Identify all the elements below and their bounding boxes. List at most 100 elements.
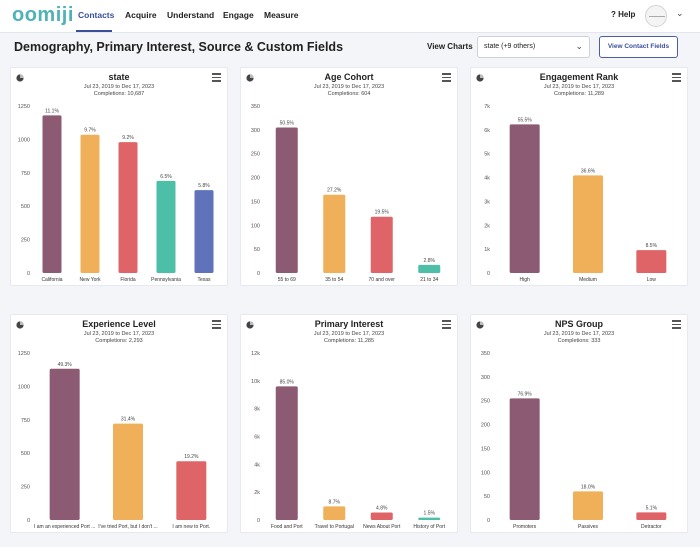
y-tick-label: 0 xyxy=(487,518,490,524)
pie-chart-icon[interactable] xyxy=(16,74,24,82)
y-tick-label: 50 xyxy=(484,494,490,500)
bar-chart: 0 250 500 750 1000 1250 49.3% I am an experienc… xyxy=(18,351,210,530)
hamburger-menu-icon[interactable] xyxy=(212,320,221,329)
help-link[interactable]: ? Help xyxy=(611,10,636,19)
bar[interactable] xyxy=(118,142,138,273)
bar-value-label: 49.3% xyxy=(58,362,73,368)
pie-chart-icon[interactable] xyxy=(246,321,254,329)
y-tick-label: 750 xyxy=(21,418,30,424)
hamburger-menu-icon[interactable] xyxy=(442,73,451,82)
bar-value-label: 8.7% xyxy=(329,499,341,505)
chart-card-nps-group: NPS Group Jul 23, 2019 to Dec 17, 2023 C… xyxy=(470,314,688,533)
x-tick-label: 35 to 54 xyxy=(325,277,343,283)
y-tick-label: 0 xyxy=(27,271,30,277)
y-tick-label: 6k xyxy=(254,435,260,441)
hamburger-menu-icon[interactable] xyxy=(212,73,221,82)
pie-chart-icon[interactable] xyxy=(16,321,24,329)
view-contact-fields-button[interactable]: View Contact Fields xyxy=(599,36,678,58)
y-tick-label: 2k xyxy=(254,490,260,496)
bar-value-label: 5.8% xyxy=(198,183,210,189)
chart-date-range: Jul 23, 2019 to Dec 17, 2023 xyxy=(543,331,615,337)
bar-value-label: 50.5% xyxy=(280,120,295,126)
chart-date-range: Jul 23, 2019 to Dec 17, 2023 xyxy=(83,84,155,90)
bar[interactable] xyxy=(80,134,100,273)
nav-contacts[interactable]: Contacts xyxy=(78,10,115,20)
x-tick-label: Promoters xyxy=(513,524,537,530)
view-charts-value: state (+9 others) xyxy=(484,43,536,50)
y-tick-label: 100 xyxy=(481,470,490,476)
bar-value-label: 55.5% xyxy=(518,117,533,123)
y-tick-label: 50 xyxy=(254,247,260,253)
bar-value-label: 19.2% xyxy=(184,454,199,460)
bar-value-label: 4.8% xyxy=(376,505,388,511)
hamburger-menu-icon[interactable] xyxy=(672,73,681,82)
bar[interactable] xyxy=(509,398,540,520)
pie-chart-icon[interactable] xyxy=(246,74,254,82)
bar[interactable] xyxy=(323,506,346,520)
hamburger-menu-icon[interactable] xyxy=(442,320,451,329)
chart-completions: Completions: 333 xyxy=(557,338,601,344)
bar[interactable] xyxy=(370,216,393,273)
x-tick-label: History of Port xyxy=(413,524,445,530)
bar[interactable] xyxy=(509,124,540,274)
app-logo[interactable]: oomiji xyxy=(12,4,74,26)
y-tick-label: 0 xyxy=(257,271,260,277)
nav-engage[interactable]: Engage xyxy=(223,10,254,20)
x-tick-label: Travel to Portugal xyxy=(315,524,354,530)
y-tick-label: 0 xyxy=(27,518,30,524)
y-tick-label: 0 xyxy=(487,271,490,277)
bar-chart: 0 50 100 150 200 250 300 350 50.5% 55 to 69 27.2% 3… xyxy=(251,104,441,283)
pie-chart-icon[interactable] xyxy=(476,321,484,329)
hamburger-menu-icon[interactable] xyxy=(672,320,681,329)
y-tick-label: 12k xyxy=(251,351,260,357)
bar[interactable] xyxy=(370,512,393,520)
y-tick-label: 300 xyxy=(481,375,490,381)
view-charts-select[interactable]: state (+9 others) ⌄ xyxy=(477,36,590,58)
nav-acquire[interactable]: Acquire xyxy=(125,10,157,20)
y-tick-label: 4k xyxy=(484,176,490,182)
chevron-down-icon: ⌄ xyxy=(575,41,583,51)
y-tick-label: 350 xyxy=(251,104,260,110)
chart-card-state: state Jul 23, 2019 to Dec 17, 2023 Compl… xyxy=(10,67,228,286)
bar-value-label: 6.5% xyxy=(160,174,172,180)
y-tick-label: 100 xyxy=(251,223,260,229)
bar[interactable] xyxy=(275,386,298,520)
chart-title: state xyxy=(108,72,130,82)
bar[interactable] xyxy=(156,180,176,273)
bar[interactable] xyxy=(42,115,62,274)
bar-value-label: 27.2% xyxy=(327,188,342,194)
y-tick-label: 750 xyxy=(21,171,30,177)
pie-chart-icon[interactable] xyxy=(476,74,484,82)
chart-completions: Completions: 10,687 xyxy=(93,91,145,97)
x-tick-label: 21 to 34 xyxy=(420,277,438,283)
bar-value-label: 85.0% xyxy=(280,379,295,385)
bar[interactable] xyxy=(323,194,346,273)
bar-value-label: 36.6% xyxy=(581,168,596,174)
bar[interactable] xyxy=(49,368,80,520)
bar[interactable] xyxy=(113,423,143,520)
bar[interactable] xyxy=(418,264,441,273)
bar-chart: 0 250 500 750 1000 1250 11.1% California 9.7% New… xyxy=(18,104,214,283)
bar[interactable] xyxy=(275,127,298,273)
bar[interactable] xyxy=(573,491,603,520)
bar[interactable] xyxy=(176,461,207,520)
x-tick-label: I've tried Port, but I don't ... xyxy=(98,524,157,530)
nav-measure[interactable]: Measure xyxy=(264,10,299,20)
nav-understand[interactable]: Understand xyxy=(167,10,215,20)
bar-chart: 0 50 100 150 200 250 300 350 76.9% Promoters 18.0%… xyxy=(481,351,667,530)
y-tick-label: 1000 xyxy=(18,384,30,390)
chevron-down-icon[interactable]: ⌄ xyxy=(676,8,684,18)
bar[interactable] xyxy=(636,512,667,520)
y-tick-label: 7k xyxy=(484,104,490,110)
bar[interactable] xyxy=(194,190,214,273)
user-avatar[interactable] xyxy=(645,5,667,27)
y-tick-label: 0 xyxy=(257,518,260,524)
bar-chart: 0 1k 2k 3k 4k 5k 6k 7k 55.5% High 36.6% Medium 8.5% L… xyxy=(484,104,667,283)
chart-title: Age Cohort xyxy=(324,72,374,82)
x-tick-label: I am new to Port. xyxy=(172,524,210,530)
bar[interactable] xyxy=(636,250,667,273)
bar[interactable] xyxy=(573,175,603,273)
bar[interactable] xyxy=(418,517,441,520)
x-tick-label: Detractor xyxy=(641,524,662,530)
active-nav-indicator xyxy=(76,30,112,32)
